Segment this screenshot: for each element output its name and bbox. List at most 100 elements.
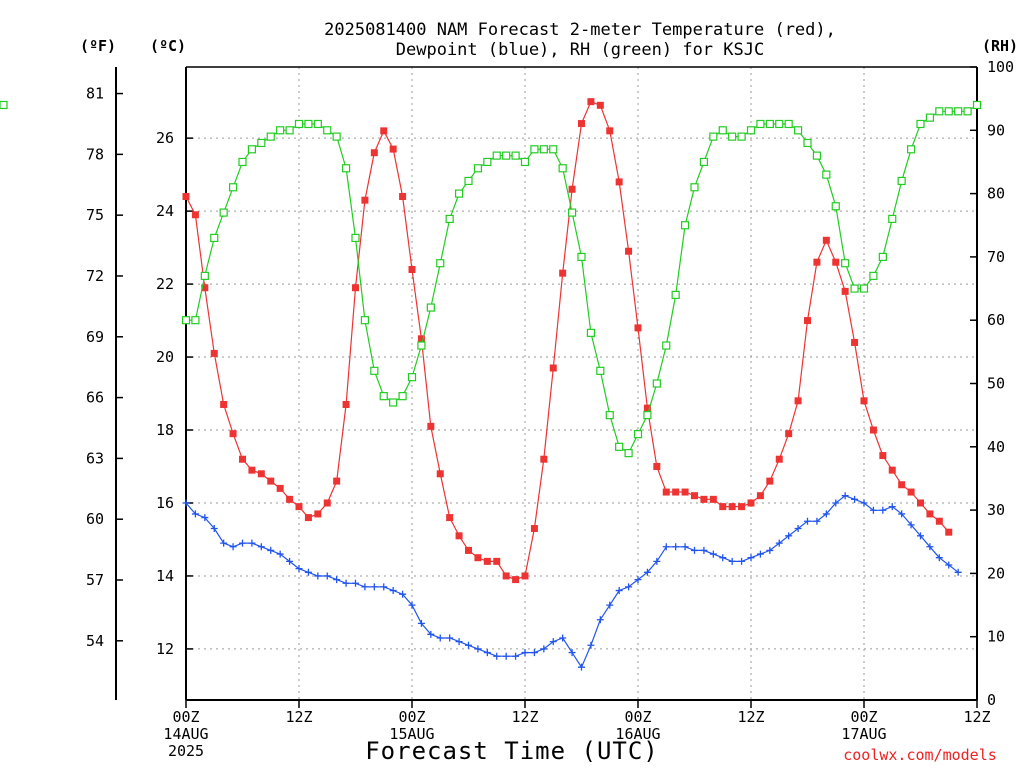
dewpoint-point [879,506,887,514]
dewpoint-point [709,550,717,558]
dewpoint-point [559,634,567,642]
rh-point [916,119,925,129]
rh-point [624,449,633,458]
celsius-tick-label: 18 [156,421,174,439]
x-tick-label: 00Z [172,708,199,726]
temperature-point [352,284,359,292]
rh-point [332,132,341,141]
rh-point [389,398,398,407]
fahrenheit-tick-label: 81 [86,85,104,103]
temperature-point [417,335,425,343]
temperature-point [775,455,783,463]
rh-point [219,208,228,217]
x-axis-label: Forecast Time (UTC) [365,737,659,765]
dewpoint-point [662,543,670,551]
dewpoint-point [436,634,444,642]
rh-point [445,214,454,224]
rh-point [643,411,652,420]
fahrenheit-tick-label: 75 [86,206,104,224]
dewpoint-point [945,561,953,569]
rh-tick-label: 100 [987,58,1014,76]
rh-point [200,271,209,280]
dewpoint-point [794,525,802,533]
temperature-point [643,404,651,412]
temperature-point [756,492,764,500]
rh-point [426,303,435,312]
rh-point [191,316,200,325]
fahrenheit-tick-label: 54 [86,632,104,650]
x-tick-label: 15AUG [389,725,434,743]
dewpoint-point [380,583,388,591]
temperature-point [709,495,717,503]
rh-point [266,132,275,141]
celsius-tick-label: 14 [156,567,174,585]
x-tick-label: 17AUG [841,725,886,743]
celsius-tick-label: 22 [156,275,174,293]
temperature-point [446,514,454,522]
rh-point [897,176,906,186]
temperature-point [813,258,821,266]
temperature-point [502,572,510,580]
rh-tick-label: 50 [987,375,1005,393]
rh-point [944,107,953,116]
dewpoint-point [493,652,501,660]
fahrenheit-tick-label: 57 [86,571,104,589]
dewpoint-point [210,525,218,533]
rh-point [210,233,219,243]
rh-tick-label: 80 [987,185,1005,203]
rh-point [313,119,322,129]
dewpoint-point [653,557,661,565]
data-series [0,98,982,671]
rh-point [925,113,935,122]
rh-point [407,373,417,382]
x-tick-label: 16AUG [615,725,660,743]
rh-line [186,104,978,454]
rh-point [257,138,266,148]
temperature-series [182,98,953,584]
dewpoint-point [860,499,868,507]
fahrenheit-tick-label: 60 [86,510,104,528]
temperature-point [257,470,265,478]
dewpoint-point [314,572,322,580]
rh-point [671,290,680,299]
temperature-point [860,397,868,405]
temperature-line [185,100,950,581]
dewpoint-point [822,510,830,518]
dewpoint-point [935,554,943,562]
temperature-point [408,265,416,273]
temperature-point [549,364,557,372]
temperature-point [738,503,746,511]
dewpoint-point [474,645,482,653]
fahrenheit-tick-label: 69 [86,328,104,346]
rh-point [341,164,351,173]
rh-point [878,252,887,261]
temperature-point [229,430,237,438]
rh-point [586,328,596,337]
temperature-point [625,247,633,255]
temperature-point [945,528,953,536]
rh-point [793,126,803,135]
dewpoint-point [267,546,275,554]
temperature-point [785,430,793,438]
temperature-point [427,422,435,430]
dewpoint-point [502,652,510,660]
fahrenheit-tick-label: 78 [86,145,104,163]
dewpoint-point [220,539,228,547]
rh-point [690,183,699,192]
rh-point [615,442,624,451]
rh-point [464,176,473,186]
dewpoint-point [323,572,331,580]
dewpoint-point [295,565,303,573]
dewpoint-point [239,539,246,547]
temperature-point [483,557,491,565]
temperature-point [493,557,501,565]
dewpoint-point [389,587,397,595]
dewpoint-point [521,649,529,657]
dewpoint-point [276,550,284,558]
dewpoint-point [578,663,585,671]
rh-point [709,132,718,141]
rh-point [728,132,737,141]
dewpoint-point [907,521,915,529]
temperature-point [606,127,614,135]
celsius-axis-label: (ºC) [150,37,186,55]
